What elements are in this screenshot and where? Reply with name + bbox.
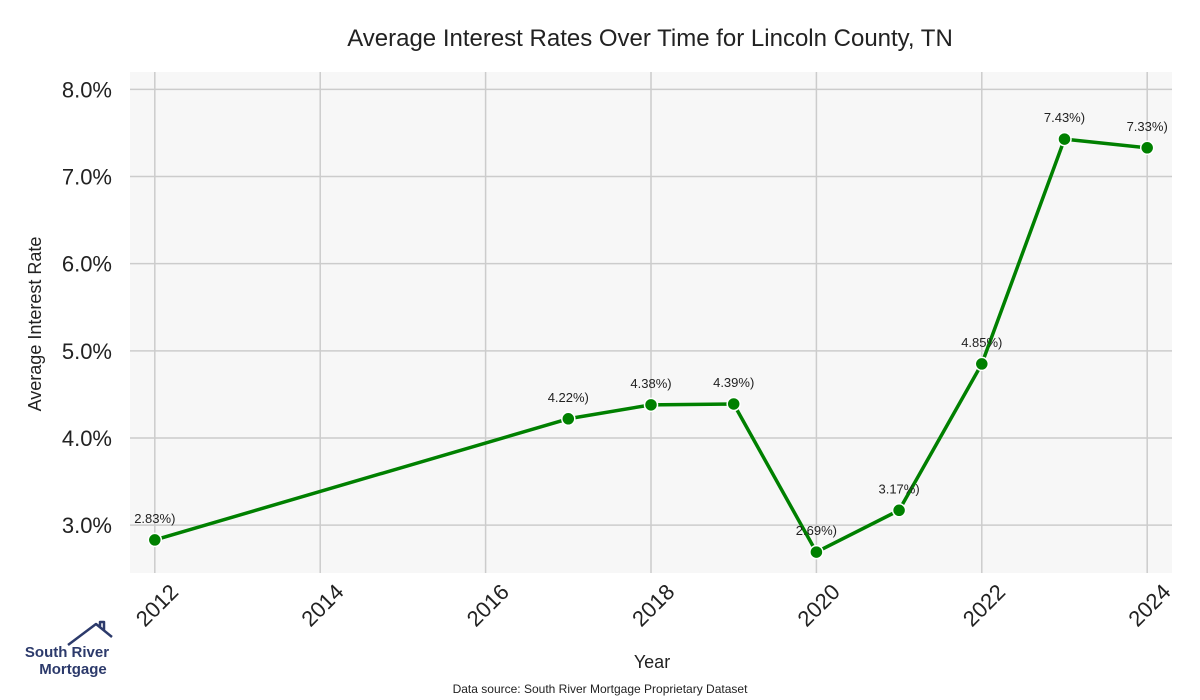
data-label: 4.38%): [630, 376, 671, 391]
y-axis-label: Average Interest Rate: [25, 237, 45, 412]
data-points: [147, 131, 1155, 560]
x-tick-label: 2020: [793, 579, 845, 631]
grid: [130, 72, 1172, 573]
source-note: Data source: South River Mortgage Propri…: [453, 682, 748, 696]
data-label: 2.83%): [134, 511, 175, 526]
data-point: [1139, 140, 1155, 156]
data-point: [809, 544, 824, 560]
y-axis-ticks: 3.0% 4.0% 5.0% 6.0% 7.0% 8.0%: [62, 77, 112, 538]
x-tick-label: 2018: [627, 579, 679, 631]
y-tick-label: 5.0%: [62, 339, 112, 364]
y-tick-label: 6.0%: [62, 252, 112, 277]
y-tick-label: 8.0%: [62, 77, 112, 102]
data-label: 7.43%): [1044, 110, 1085, 125]
logo-line1: South River: [25, 644, 109, 661]
data-label: 4.85%): [961, 335, 1002, 350]
data-label: 7.33%): [1127, 119, 1168, 134]
x-tick-label: 2022: [958, 579, 1010, 631]
chart-title: Average Interest Rates Over Time for Lin…: [347, 25, 953, 52]
house-roof-icon: [67, 620, 113, 646]
data-point: [561, 411, 576, 427]
data-point: [974, 356, 990, 372]
x-axis-label: Year: [634, 652, 670, 672]
x-axis-ticks: 2012 2014 2016 2018 2020 2022 2024: [131, 579, 1176, 631]
data-point: [726, 396, 741, 412]
x-tick-label: 2014: [296, 579, 348, 631]
x-tick-label: 2024: [1123, 579, 1175, 631]
data-label: 4.22%): [548, 390, 589, 405]
data-point: [643, 397, 659, 413]
x-tick-label: 2016: [462, 579, 514, 631]
data-point: [147, 532, 163, 548]
y-tick-label: 7.0%: [62, 165, 112, 190]
logo-line2: Mortgage: [39, 661, 107, 678]
data-point: [1057, 131, 1072, 147]
data-label: 2.69%): [796, 523, 837, 538]
x-tick-label: 2012: [131, 579, 183, 631]
y-tick-label: 3.0%: [62, 513, 112, 538]
data-point: [891, 503, 907, 518]
data-labels: 2.83%) 4.22%) 4.38%) 4.39%) 2.69%) 3.17%) 4.85…: [134, 110, 1168, 538]
logo: South River Mortgage: [25, 620, 113, 678]
data-label: 3.17%): [878, 481, 919, 496]
y-tick-label: 4.0%: [62, 426, 112, 451]
data-label: 4.39%): [713, 375, 754, 390]
